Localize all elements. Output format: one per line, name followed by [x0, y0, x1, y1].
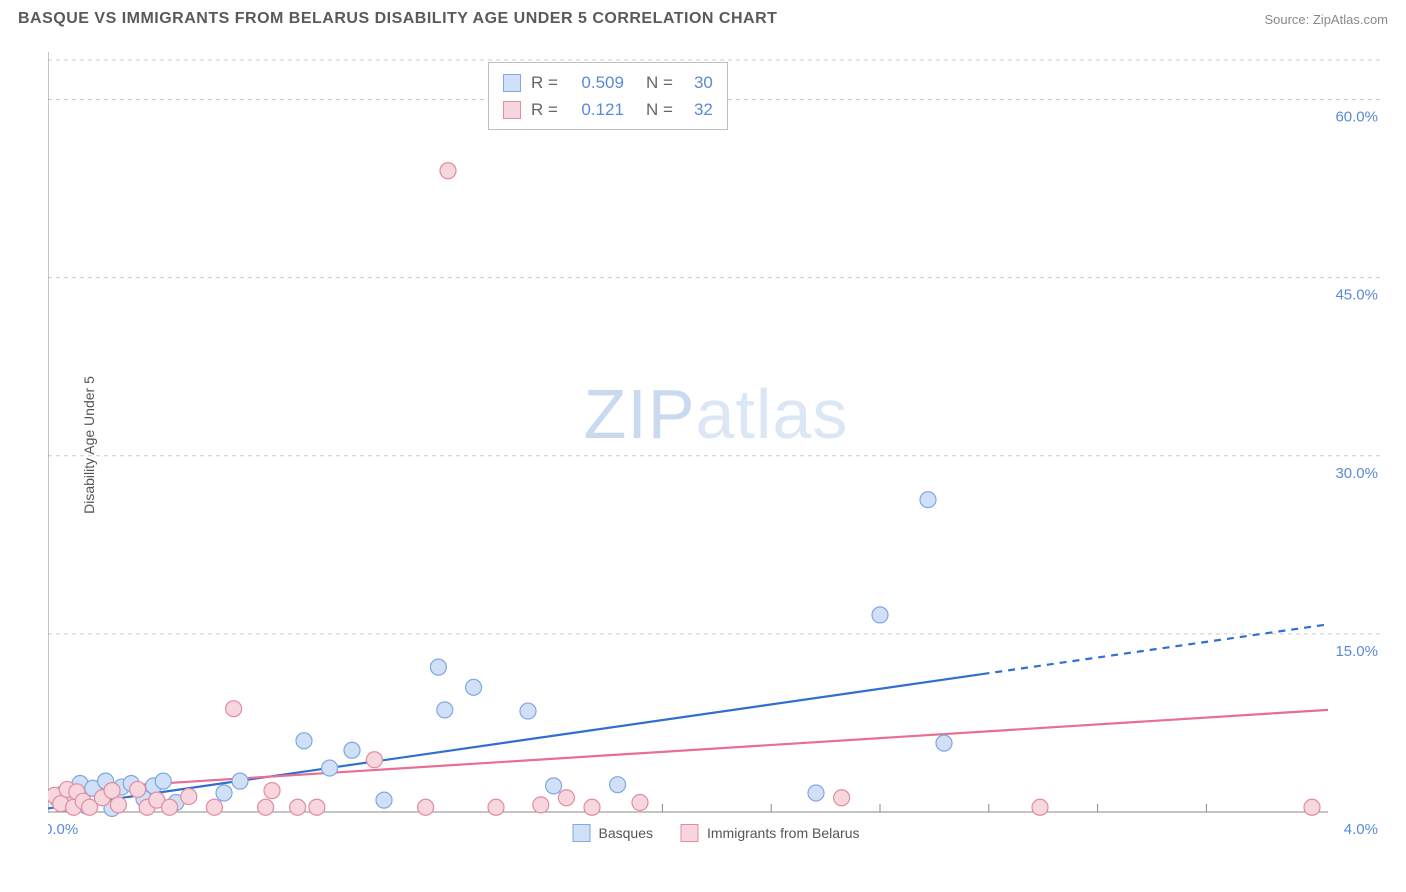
- scatter-plot: 15.0% 30.0% 45.0% 60.0% 0.0% 4.0%: [48, 52, 1384, 838]
- legend-label-basques: Basques: [599, 825, 653, 841]
- r-label: R =: [531, 69, 558, 96]
- svg-text:45.0%: 45.0%: [1335, 287, 1378, 304]
- legend-swatch-belarus: [681, 824, 699, 842]
- legend-label-belarus: Immigrants from Belarus: [707, 825, 859, 841]
- svg-text:0.0%: 0.0%: [48, 821, 78, 838]
- r-value-belarus: 0.121: [568, 96, 624, 123]
- stats-row-belarus: R = 0.121 N = 32: [503, 96, 713, 123]
- n-value-belarus: 32: [683, 96, 713, 123]
- n-label: N =: [646, 96, 673, 123]
- legend-swatch-basques: [503, 74, 521, 92]
- series-legend: Basques Immigrants from Belarus: [573, 824, 860, 842]
- chart-title: BASQUE VS IMMIGRANTS FROM BELARUS DISABI…: [18, 10, 777, 28]
- legend-item-basques: Basques: [573, 824, 653, 842]
- n-label: N =: [646, 69, 673, 96]
- svg-text:60.0%: 60.0%: [1335, 109, 1378, 126]
- svg-text:30.0%: 30.0%: [1335, 465, 1378, 482]
- legend-swatch-belarus: [503, 101, 521, 119]
- svg-text:15.0%: 15.0%: [1335, 643, 1378, 660]
- chart-area: Disability Age Under 5 ZIPatlas 15.0%30.…: [48, 52, 1384, 838]
- legend-item-belarus: Immigrants from Belarus: [681, 824, 859, 842]
- r-label: R =: [531, 96, 558, 123]
- source-label: Source: ZipAtlas.com: [1264, 12, 1388, 27]
- r-value-basques: 0.509: [568, 69, 624, 96]
- svg-text:4.0%: 4.0%: [1344, 821, 1378, 838]
- stats-legend: R = 0.509 N = 30 R = 0.121 N = 32: [488, 62, 728, 130]
- stats-row-basques: R = 0.509 N = 30: [503, 69, 713, 96]
- n-value-basques: 30: [683, 69, 713, 96]
- legend-swatch-basques: [573, 824, 591, 842]
